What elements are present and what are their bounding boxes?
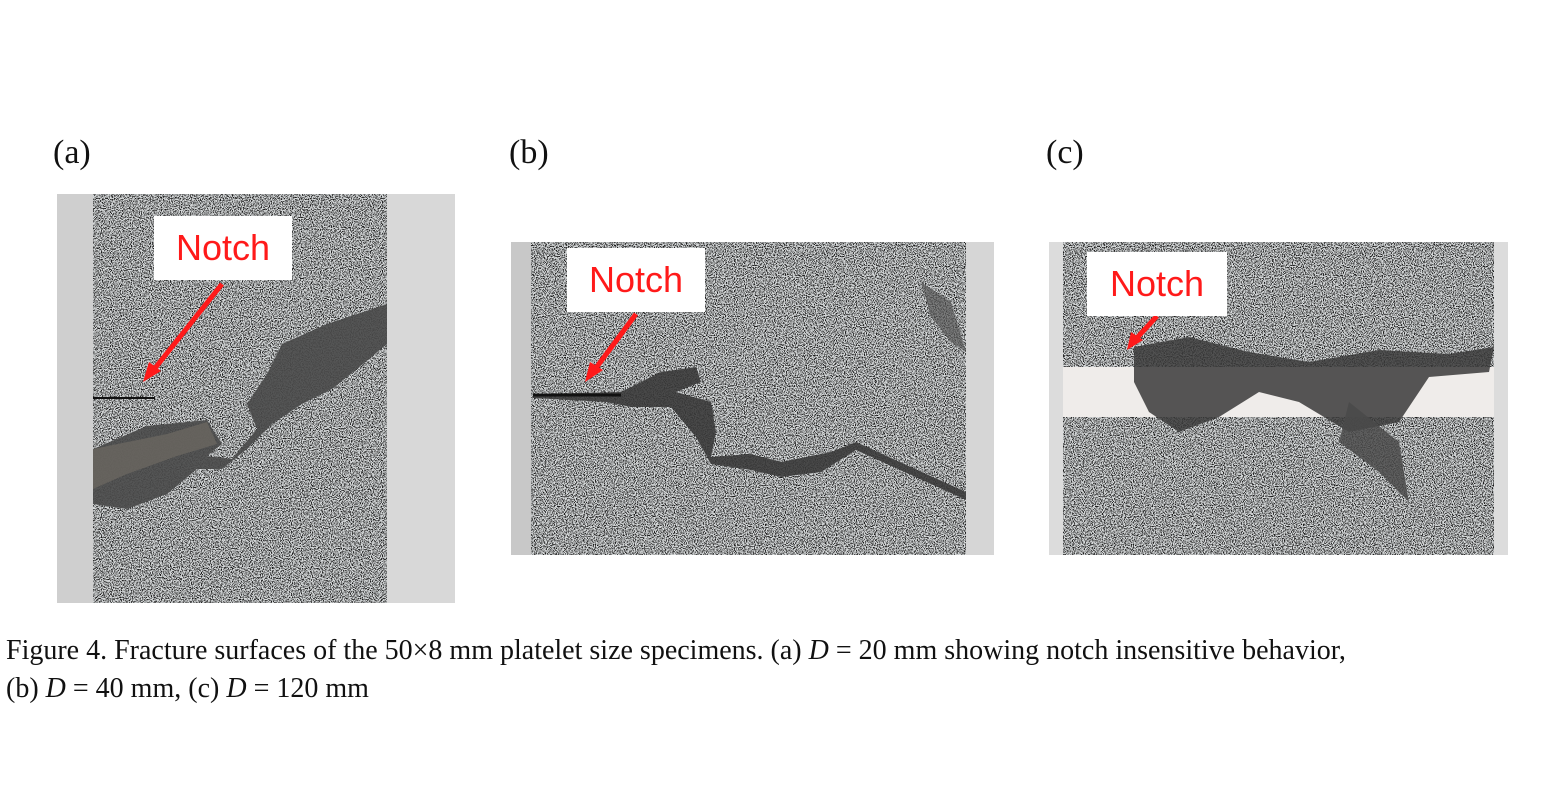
caption-text: = 120 mm — [246, 673, 369, 704]
panel-label-c: (c) — [1046, 134, 1084, 171]
specimen-image-c — [1049, 242, 1508, 555]
caption-variable: D — [808, 635, 829, 666]
notch-label-a: Notch — [154, 216, 292, 280]
figure-caption: Figure 4. Fracture surfaces of the 50×8 … — [6, 632, 1562, 708]
caption-variable: D — [226, 673, 247, 704]
caption-line-1: Figure 4. Fracture surfaces of the 50×8 … — [6, 632, 1562, 670]
panel-label-a: (a) — [53, 134, 91, 171]
caption-variable: D — [45, 673, 66, 704]
caption-text: = 20 mm showing notch insensitive behavi… — [828, 635, 1346, 666]
specimen-photo-b: Notch — [511, 242, 994, 555]
specimen-photo-a: Notch — [57, 194, 455, 603]
panel-label-b: (b) — [509, 134, 549, 171]
caption-line-2: (b) D = 40 mm, (c) D = 120 mm — [6, 670, 1562, 708]
notch-label-b: Notch — [567, 248, 705, 312]
caption-text: Figure 4. Fracture surfaces of the 50×8 … — [6, 635, 809, 666]
caption-text: (b) — [6, 673, 46, 704]
notch-label-c: Notch — [1087, 252, 1227, 316]
caption-text: = 40 mm, (c) — [65, 673, 227, 704]
specimen-photo-c: Notch — [1049, 242, 1508, 555]
